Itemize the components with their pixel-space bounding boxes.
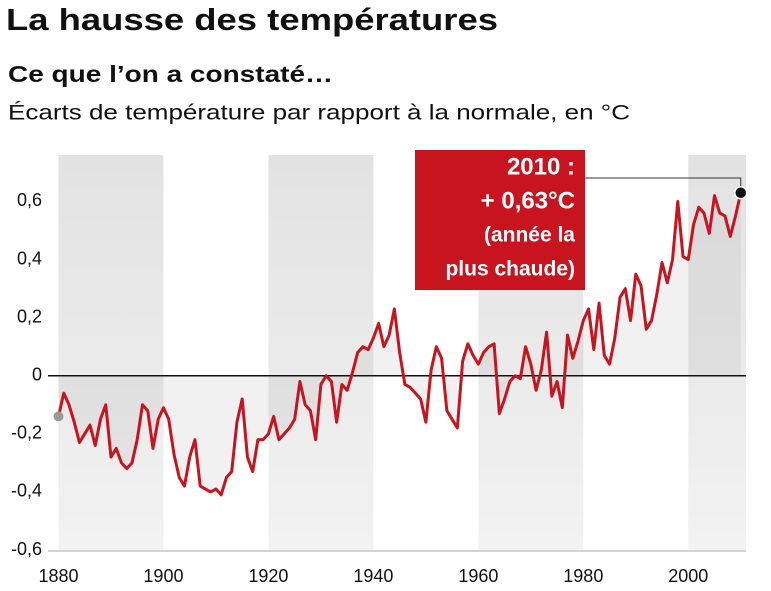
x-tick-label: 1900 <box>143 566 183 586</box>
x-tick-label: 1980 <box>563 566 603 586</box>
annotation-text: plus chaude) <box>445 258 575 281</box>
y-tick-label: 0,6 <box>17 190 42 210</box>
y-tick-label: 0 <box>32 364 42 384</box>
period-band <box>688 155 746 550</box>
annotation-text: + 0,63°C <box>481 187 575 214</box>
y-tick-label: 0,2 <box>17 306 42 326</box>
y-axis-label: Écarts de température par rapport à la n… <box>8 102 630 125</box>
x-tick-label: 1880 <box>38 566 78 586</box>
annotation-text: 2010 : <box>507 153 575 180</box>
anomaly-area <box>58 192 741 495</box>
start-dot <box>53 411 64 422</box>
y-tick-label: -0,2 <box>11 423 42 443</box>
x-tick-label: 1940 <box>353 566 393 586</box>
x-tick-label: 1960 <box>458 566 498 586</box>
chart-subtitle: Ce que l’on a constaté… <box>8 61 333 87</box>
annotation-text: (année la <box>484 224 575 247</box>
y-tick-label: -0,4 <box>11 481 42 501</box>
end-dot <box>734 186 748 200</box>
x-tick-label: 1920 <box>248 566 288 586</box>
period-band <box>58 155 164 550</box>
x-tick-label: 2000 <box>668 566 708 586</box>
chart-title: La hausse des températures <box>6 2 498 37</box>
y-tick-label: 0,4 <box>17 248 42 268</box>
y-tick-label: -0,6 <box>11 539 42 559</box>
annotation-box <box>415 150 585 290</box>
period-band <box>268 155 374 550</box>
temperature-line <box>57 192 743 497</box>
